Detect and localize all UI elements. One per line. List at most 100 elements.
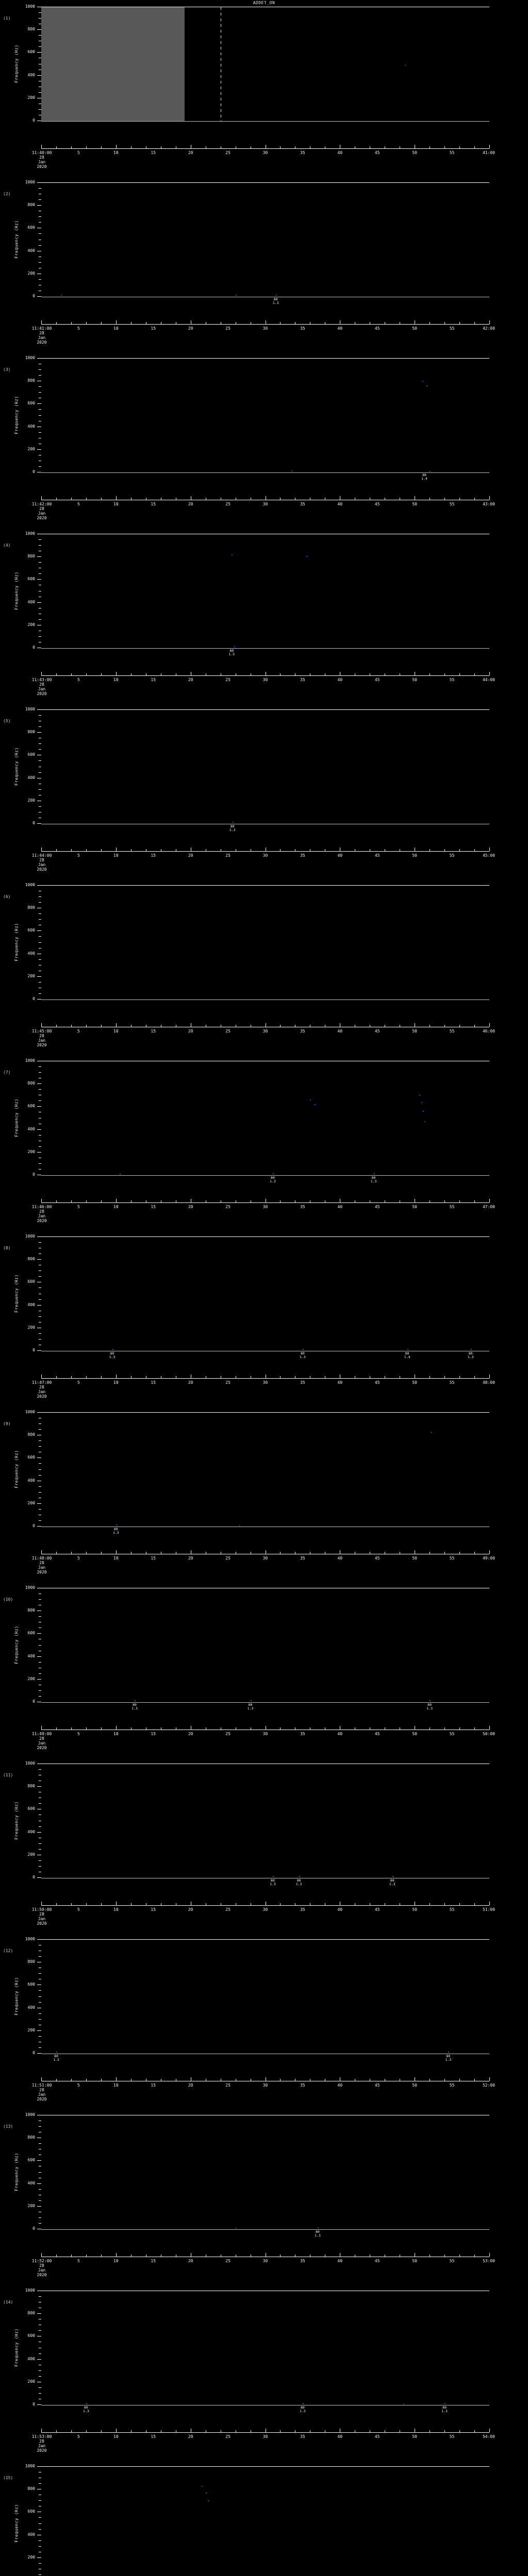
detection-annotation: 80 1.3 xyxy=(109,1351,116,1359)
y-tick xyxy=(37,205,42,206)
y-tick xyxy=(39,636,42,637)
spectrogram-panel[interactable] xyxy=(0,1412,528,1527)
plot-area[interactable] xyxy=(41,1236,489,1351)
x-tick-label: 40 xyxy=(337,502,343,506)
x-axis-date: 2020 xyxy=(37,1394,47,1399)
x-tick-label: 20 xyxy=(188,2083,193,2088)
plot-area[interactable] xyxy=(41,2291,489,2405)
x-tick-label: 45 xyxy=(374,502,380,506)
x-tick-label: 15 xyxy=(151,2259,156,2263)
spectrogram-panel[interactable] xyxy=(0,1764,528,1878)
x-tick xyxy=(444,673,446,675)
y-tick xyxy=(37,823,42,824)
plot-area[interactable] xyxy=(41,7,489,122)
spectrogram-panel[interactable] xyxy=(0,7,528,122)
x-tick-label: 20 xyxy=(188,2434,193,2439)
plot-area[interactable] xyxy=(41,709,489,824)
x-tick-label: 5 xyxy=(77,853,80,858)
x-tick xyxy=(86,849,87,851)
plot-area[interactable] xyxy=(41,1588,489,1703)
x-tick xyxy=(71,1552,72,1554)
x-axis-date: 2020 xyxy=(37,691,47,696)
x-tick-label: 5 xyxy=(77,2434,80,2439)
x-tick-label: 50 xyxy=(412,1556,417,1561)
x-tick-label: 41:00 xyxy=(482,150,496,155)
x-tick xyxy=(489,2253,490,2257)
spectrogram-panel[interactable] xyxy=(0,2115,528,2230)
x-tick-label: 35 xyxy=(300,1732,305,1736)
plot-area[interactable] xyxy=(41,358,489,473)
x-tick-label: 53:00 xyxy=(482,2259,496,2263)
y-tick xyxy=(37,2404,42,2405)
panel-number: (9) xyxy=(3,1421,11,1426)
x-tick-label: 55 xyxy=(449,1556,455,1561)
x-tick xyxy=(444,1200,446,1202)
detection-mark xyxy=(407,1349,408,1350)
y-tick xyxy=(39,1146,42,1147)
x-tick-label: 30 xyxy=(262,2434,268,2439)
y-tick xyxy=(39,1843,42,1844)
detection-mark xyxy=(424,1121,425,1123)
x-axis xyxy=(41,1202,489,1203)
x-axis-date: Jan xyxy=(38,1565,46,1570)
x-tick-label: 46:00 xyxy=(482,1029,496,1033)
plot-area[interactable] xyxy=(41,534,489,649)
plot-area[interactable] xyxy=(41,182,489,297)
spectrogram-panel[interactable] xyxy=(0,1588,528,1703)
y-tick xyxy=(39,1690,42,1691)
y-tick xyxy=(39,913,42,914)
x-tick xyxy=(474,1727,475,1730)
spectrogram-panel[interactable] xyxy=(0,885,528,1000)
detection-mark xyxy=(205,2492,207,2494)
x-tick-label: 25 xyxy=(225,853,230,858)
y-tick-label: 600 xyxy=(27,1455,35,1460)
x-axis-date: 28 xyxy=(39,2088,44,2092)
plot-area[interactable] xyxy=(41,2115,489,2230)
spectrogram-panel[interactable] xyxy=(0,2291,528,2405)
y-tick-label: 0 xyxy=(32,118,35,123)
y-tick-label: 1000 xyxy=(25,531,35,536)
x-tick-label: 35 xyxy=(300,502,305,506)
plot-area[interactable] xyxy=(41,1764,489,1878)
x-tick xyxy=(56,2430,57,2432)
detection-mark xyxy=(116,1524,117,1526)
x-tick xyxy=(116,1726,117,1730)
y-tick xyxy=(39,959,42,960)
detection-mark xyxy=(86,2403,87,2404)
y-tick xyxy=(39,749,42,750)
y-tick xyxy=(39,1599,42,1600)
spectrogram-panel[interactable] xyxy=(0,709,528,824)
plot-area[interactable] xyxy=(41,1939,489,2054)
plot-area[interactable] xyxy=(41,1412,489,1527)
x-tick xyxy=(116,1375,117,1378)
y-tick xyxy=(39,1475,42,1476)
spectrogram-panel[interactable] xyxy=(0,182,528,297)
y-tick xyxy=(39,2126,42,2127)
y-tick-label: 400 xyxy=(27,2180,35,2185)
spectrogram-panel[interactable] xyxy=(0,358,528,473)
x-tick-label: 45 xyxy=(374,150,380,155)
x-tick-label: 5 xyxy=(77,1907,80,1912)
x-axis-date: 28 xyxy=(39,682,44,687)
spectrogram-panel[interactable] xyxy=(0,534,528,649)
spectrogram-panel[interactable] xyxy=(0,1939,528,2054)
spectrogram-panel[interactable] xyxy=(0,1061,528,1176)
x-tick-label: 20 xyxy=(188,1732,193,1736)
spectrogram-panel[interactable] xyxy=(0,2466,528,2576)
x-tick xyxy=(86,1552,87,1554)
y-tick-label: 1000 xyxy=(25,1058,35,1063)
x-tick-label: 11:46:00 xyxy=(31,1205,52,1209)
plot-area[interactable] xyxy=(41,885,489,1000)
x-tick-label: 25 xyxy=(225,150,230,155)
x-tick-label: 5 xyxy=(77,1556,80,1561)
plot-area[interactable] xyxy=(41,2466,489,2576)
x-tick xyxy=(116,320,117,324)
y-tick xyxy=(39,789,42,790)
x-tick xyxy=(444,146,446,148)
y-tick xyxy=(39,1446,42,1447)
plot-area[interactable] xyxy=(41,1061,489,1176)
x-tick xyxy=(86,1025,87,1027)
x-tick xyxy=(459,2430,460,2432)
spectrogram-panel[interactable] xyxy=(0,1236,528,1351)
x-tick-label: 20 xyxy=(188,1205,193,1209)
